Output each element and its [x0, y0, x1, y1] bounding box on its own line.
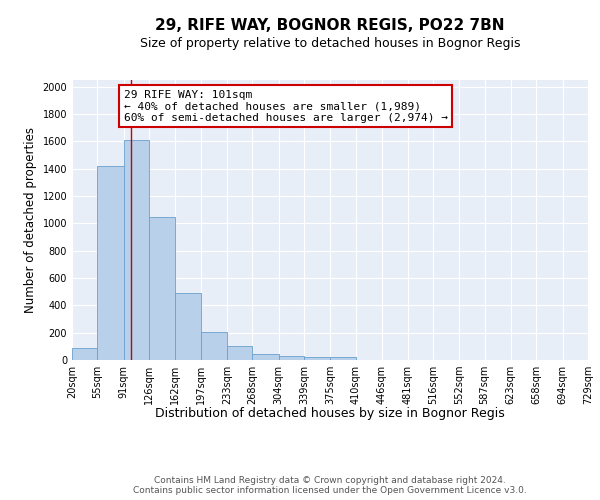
Text: 29 RIFE WAY: 101sqm
← 40% of detached houses are smaller (1,989)
60% of semi-det: 29 RIFE WAY: 101sqm ← 40% of detached ho…: [124, 90, 448, 123]
Y-axis label: Number of detached properties: Number of detached properties: [24, 127, 37, 313]
Bar: [175, 293, 201, 360]
Bar: [304, 357, 331, 360]
Text: Size of property relative to detached houses in Bognor Regis: Size of property relative to detached ho…: [140, 38, 520, 51]
Bar: [253, 354, 278, 360]
Bar: [72, 348, 97, 360]
Bar: [227, 346, 253, 360]
Text: Contains HM Land Registry data © Crown copyright and database right 2024.
Contai: Contains HM Land Registry data © Crown c…: [133, 476, 527, 495]
Bar: [278, 356, 304, 360]
Bar: [201, 332, 227, 360]
Bar: [331, 358, 356, 360]
Text: 29, RIFE WAY, BOGNOR REGIS, PO22 7BN: 29, RIFE WAY, BOGNOR REGIS, PO22 7BN: [155, 18, 505, 32]
Bar: [97, 166, 124, 360]
Text: Distribution of detached houses by size in Bognor Regis: Distribution of detached houses by size …: [155, 408, 505, 420]
Bar: [124, 140, 149, 360]
Bar: [149, 216, 175, 360]
